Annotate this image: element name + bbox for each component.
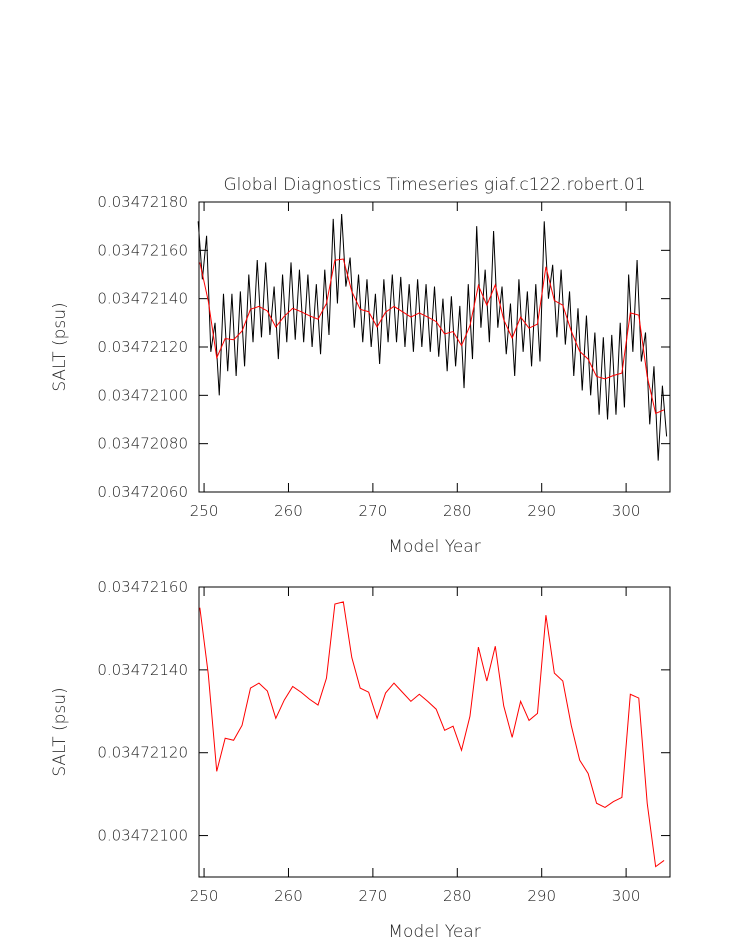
y-tick-label: 0.03472120 (97, 338, 188, 356)
y-tick-label: 0.03472140 (97, 290, 188, 308)
y-axis-label: SALT (psu) (50, 687, 70, 776)
x-tick-label: 250 (190, 887, 219, 905)
y-tick-label: 0.03472080 (97, 435, 188, 453)
x-tick-label: 270 (359, 502, 388, 520)
y-tick-label: 0.03472180 (97, 193, 188, 211)
y-tick-label: 0.03472100 (97, 386, 188, 404)
x-tick-label: 250 (190, 502, 219, 520)
plot-frame (198, 586, 671, 878)
x-tick-label: 290 (527, 502, 556, 520)
x-tick-label: 290 (527, 887, 556, 905)
y-tick-label: 0.03472120 (97, 744, 188, 762)
x-tick-label: 260 (274, 502, 303, 520)
y-axis-label: SALT (psu) (50, 302, 70, 391)
x-tick-label: 300 (612, 502, 641, 520)
plot-frame (198, 201, 671, 493)
x-tick-label: 280 (443, 887, 472, 905)
series-line (199, 601, 665, 868)
y-tick-label: 0.03472160 (97, 578, 188, 596)
x-tick-label: 260 (274, 887, 303, 905)
y-tick-label: 0.03472100 (97, 827, 188, 845)
y-tick-label: 0.03472140 (97, 661, 188, 679)
x-axis-label: Model Year (388, 922, 480, 942)
y-tick-label: 0.03472160 (97, 241, 188, 259)
series-line (197, 214, 668, 461)
x-tick-label: 300 (612, 887, 641, 905)
y-tick-label: 0.03472060 (97, 483, 188, 501)
chart-title: Global Diagnostics Timeseries giaf.c122.… (223, 175, 645, 195)
x-tick-label: 280 (443, 502, 472, 520)
x-tick-label: 270 (359, 887, 388, 905)
series-line (199, 258, 665, 415)
x-axis-label: Model Year (388, 537, 480, 557)
